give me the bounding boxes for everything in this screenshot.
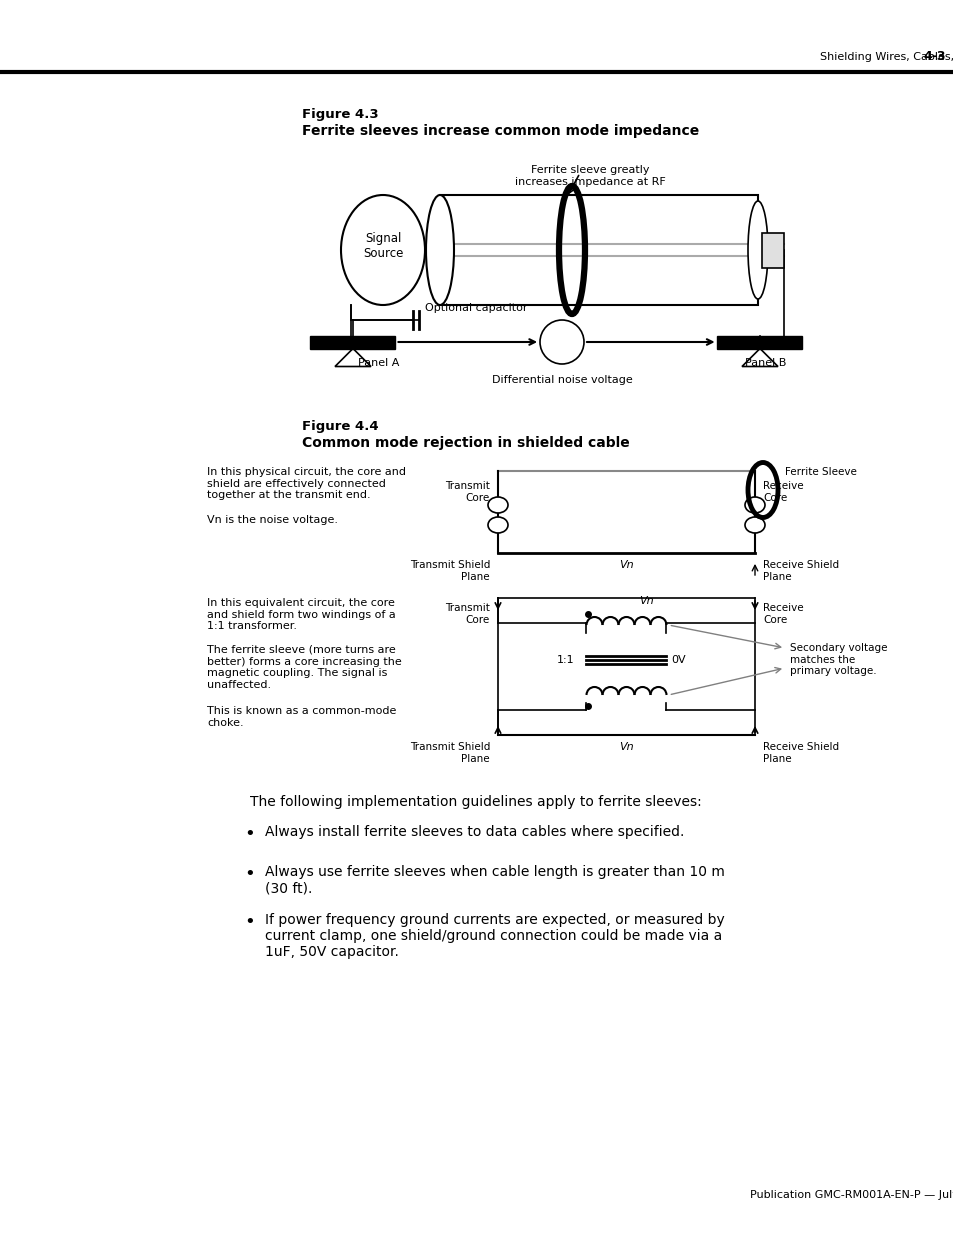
Ellipse shape bbox=[744, 496, 764, 513]
Text: The following implementation guidelines apply to ferrite sleeves:: The following implementation guidelines … bbox=[250, 795, 701, 809]
Text: •: • bbox=[244, 864, 255, 883]
Text: Transmit Shield
Plane: Transmit Shield Plane bbox=[409, 742, 490, 763]
Text: Panel A: Panel A bbox=[357, 358, 399, 368]
Text: In this physical circuit, the core and
shield are effectively connected
together: In this physical circuit, the core and s… bbox=[207, 467, 406, 500]
Text: If power frequency ground currents are expected, or measured by
current clamp, o: If power frequency ground currents are e… bbox=[265, 913, 724, 960]
Text: V: V bbox=[557, 336, 566, 348]
Text: Shielding Wires, Cables, and Components: Shielding Wires, Cables, and Components bbox=[820, 52, 953, 62]
Text: Transmit Shield
Plane: Transmit Shield Plane bbox=[409, 559, 490, 582]
Text: Signal
Source: Signal Source bbox=[362, 232, 403, 261]
Text: Receive Shield
Plane: Receive Shield Plane bbox=[762, 742, 839, 763]
Text: 0V: 0V bbox=[671, 655, 685, 664]
Text: Optional capacitor: Optional capacitor bbox=[424, 303, 527, 312]
Text: Figure 4.3: Figure 4.3 bbox=[302, 107, 378, 121]
Text: Receive
Core: Receive Core bbox=[762, 603, 802, 625]
Bar bbox=[310, 336, 395, 348]
Text: •: • bbox=[244, 825, 255, 844]
Text: 4-3: 4-3 bbox=[923, 51, 945, 63]
Ellipse shape bbox=[744, 517, 764, 534]
Text: Ferrite Sleeve: Ferrite Sleeve bbox=[784, 467, 856, 477]
Ellipse shape bbox=[340, 195, 424, 305]
Text: Common mode rejection in shielded cable: Common mode rejection in shielded cable bbox=[302, 436, 629, 450]
Text: Vn: Vn bbox=[618, 742, 633, 752]
Text: Ferrite sleeve greatly
increases impedance at RF: Ferrite sleeve greatly increases impedan… bbox=[514, 165, 664, 186]
Bar bbox=[717, 336, 801, 348]
Bar bbox=[439, 195, 758, 305]
Text: •: • bbox=[244, 913, 255, 931]
Text: Always install ferrite sleeves to data cables where specified.: Always install ferrite sleeves to data c… bbox=[265, 825, 683, 839]
Text: Secondary voltage
matches the
primary voltage.: Secondary voltage matches the primary vo… bbox=[789, 643, 886, 677]
Text: Vn: Vn bbox=[618, 559, 633, 571]
Text: Transmit
Core: Transmit Core bbox=[445, 480, 490, 503]
Text: Transmit
Core: Transmit Core bbox=[445, 603, 490, 625]
Ellipse shape bbox=[426, 195, 454, 305]
Text: Receive Shield
Plane: Receive Shield Plane bbox=[762, 559, 839, 582]
Text: Ferrite sleeves increase common mode impedance: Ferrite sleeves increase common mode imp… bbox=[302, 124, 699, 138]
Text: Receive
Core: Receive Core bbox=[762, 480, 802, 503]
Text: In this equivalent circuit, the core
and shield form two windings of a
1:1 trans: In this equivalent circuit, the core and… bbox=[207, 598, 395, 631]
Ellipse shape bbox=[747, 201, 767, 299]
Text: Publication GMC-RM001A-EN-P — July 2001: Publication GMC-RM001A-EN-P — July 2001 bbox=[749, 1191, 953, 1200]
Text: Vn is the noise voltage.: Vn is the noise voltage. bbox=[207, 515, 337, 525]
Text: Vn: Vn bbox=[639, 597, 653, 606]
Bar bbox=[761, 232, 783, 268]
Text: Panel B: Panel B bbox=[744, 358, 785, 368]
Text: Differential noise voltage: Differential noise voltage bbox=[491, 375, 632, 385]
Text: Figure 4.4: Figure 4.4 bbox=[302, 420, 378, 433]
Text: The ferrite sleeve (more turns are
better) forms a core increasing the
magnetic : The ferrite sleeve (more turns are bette… bbox=[207, 645, 401, 690]
Text: 1:1: 1:1 bbox=[557, 655, 574, 664]
Ellipse shape bbox=[539, 320, 583, 364]
Ellipse shape bbox=[488, 496, 507, 513]
Text: This is known as a common-mode
choke.: This is known as a common-mode choke. bbox=[207, 706, 395, 727]
Ellipse shape bbox=[488, 517, 507, 534]
Text: Always use ferrite sleeves when cable length is greater than 10 m
(30 ft).: Always use ferrite sleeves when cable le… bbox=[265, 864, 724, 895]
